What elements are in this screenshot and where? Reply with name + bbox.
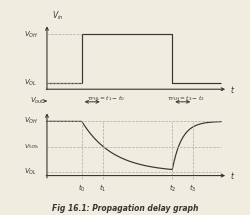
Text: $V_{50\%}$: $V_{50\%}$ (24, 142, 40, 151)
Text: Fig 16.1: Propagation delay graph: Fig 16.1: Propagation delay graph (52, 204, 198, 213)
Text: $V_{out}$: $V_{out}$ (30, 96, 45, 106)
Text: $V_{OL}$: $V_{OL}$ (24, 167, 38, 177)
Text: $t$: $t$ (230, 84, 235, 95)
Text: $t$: $t$ (230, 170, 235, 181)
Text: $V_{OL}$: $V_{OL}$ (24, 78, 38, 88)
Text: $\tau_{PHL} = t_1 - t_0$: $\tau_{PHL} = t_1 - t_0$ (87, 94, 125, 103)
Text: $t_2$: $t_2$ (169, 183, 176, 194)
Text: $t_1$: $t_1$ (99, 183, 106, 194)
Text: $t_0$: $t_0$ (78, 183, 86, 194)
Text: $\tau_{PLH} = t_3 - t_2$: $\tau_{PLH} = t_3 - t_2$ (168, 94, 205, 103)
Text: $t_3$: $t_3$ (190, 183, 197, 194)
Text: $V_{OH}$: $V_{OH}$ (24, 116, 38, 126)
Text: $V_{in}$: $V_{in}$ (52, 9, 64, 22)
Text: $V_{OH}$: $V_{OH}$ (24, 29, 38, 40)
